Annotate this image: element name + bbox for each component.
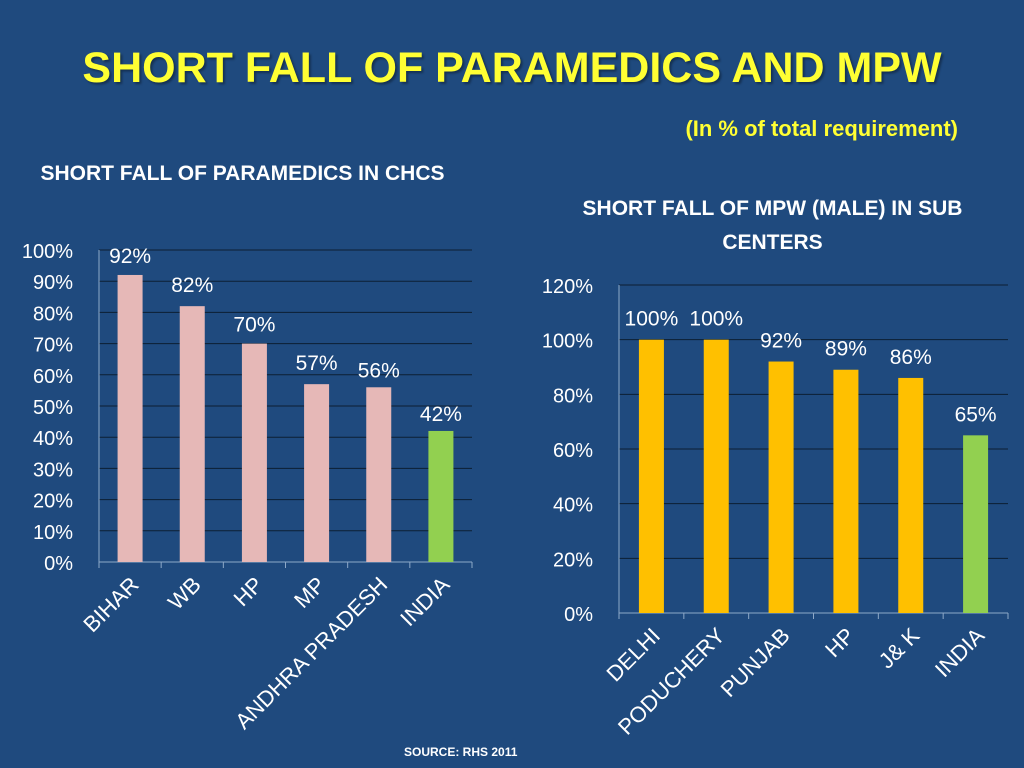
right-category-label: J& K — [874, 623, 925, 674]
right-y-tick-label: 100% — [542, 331, 593, 353]
left-bar — [117, 274, 143, 562]
right-bar — [703, 339, 729, 613]
right-data-label: 92% — [760, 330, 802, 353]
right-category-label: HP — [820, 623, 859, 662]
right-data-label: 100% — [689, 308, 743, 331]
left-bar — [241, 343, 267, 562]
left-data-label: 70% — [233, 314, 275, 337]
left-y-tick-label: 20% — [33, 491, 73, 513]
right-data-label: 65% — [955, 403, 997, 426]
source-note: SOURCE: RHS 2011 — [404, 745, 518, 759]
right-bar — [768, 361, 794, 613]
page-subtitle: (In % of total requirement) — [685, 116, 958, 141]
left-data-label: 42% — [420, 403, 462, 426]
right-y-tick-label: 40% — [553, 495, 593, 517]
right-bar — [898, 377, 924, 613]
left-y-tick-label: 30% — [33, 459, 73, 481]
left-y-tick-label: 0% — [44, 553, 73, 575]
right-y-tick-label: 80% — [553, 385, 593, 407]
left-y-tick-label: 70% — [33, 335, 73, 357]
left-bar — [366, 387, 392, 562]
right-bar — [638, 339, 664, 613]
left-y-tick-label: 80% — [33, 303, 73, 325]
left-y-tick-label: 40% — [33, 428, 73, 450]
right-y-tick-label: 60% — [553, 440, 593, 462]
right-category-label: INDIA — [930, 623, 989, 682]
right-chart-title: SHORT FALL OF MPW (MALE) IN SUB CENTERS — [582, 197, 963, 254]
right-category-label: PUNJAB — [716, 623, 795, 702]
left-data-label: 56% — [358, 359, 400, 382]
page-title: SHORT FALL OF PARAMEDICS AND MPW — [82, 44, 942, 92]
right-y-tick-label: 20% — [553, 549, 593, 571]
left-data-label: 92% — [109, 245, 151, 268]
right-bar — [833, 369, 859, 613]
left-data-label: 82% — [171, 274, 213, 297]
left-y-tick-label: 10% — [33, 522, 73, 544]
left-data-label: 57% — [296, 352, 338, 375]
right-y-tick-label: 0% — [564, 604, 593, 626]
left-y-tick-label: 60% — [33, 366, 73, 388]
right-bar — [963, 435, 989, 613]
left-y-tick-label: 50% — [33, 397, 73, 419]
left-bar — [428, 430, 454, 562]
right-data-label: 100% — [625, 308, 679, 331]
right-data-label: 86% — [890, 346, 932, 369]
left-y-tick-label: 100% — [22, 241, 73, 263]
left-bar — [179, 306, 205, 562]
right-data-label: 89% — [825, 338, 867, 361]
left-chart-title: SHORT FALL OF PARAMEDICS IN CHCS — [40, 162, 445, 185]
right-category-label: DELHI — [601, 623, 664, 686]
left-bar — [304, 384, 330, 562]
right-y-tick-label: 120% — [542, 276, 593, 298]
left-y-tick-label: 90% — [33, 272, 73, 294]
